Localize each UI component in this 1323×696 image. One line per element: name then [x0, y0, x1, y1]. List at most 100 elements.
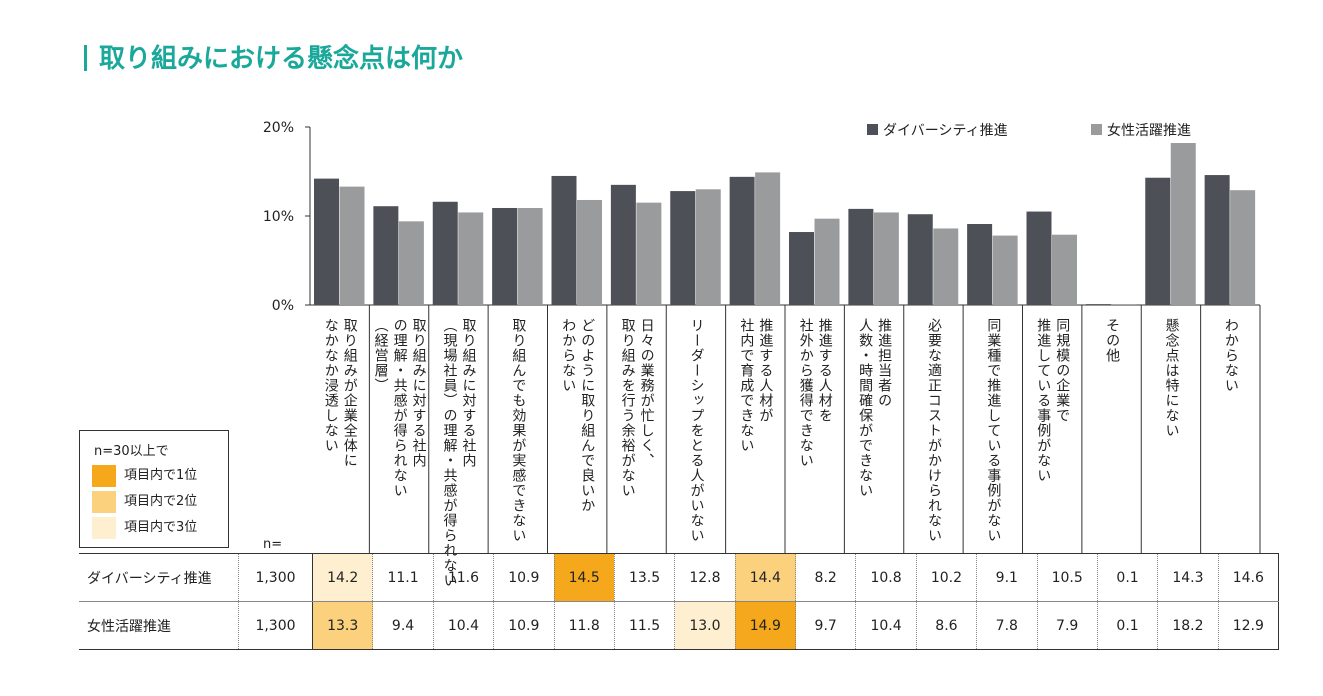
bar	[873, 212, 899, 305]
chart-legend-swatch	[1091, 124, 1102, 135]
value-cell: 10.8	[855, 553, 917, 602]
y-tick-label: 10%	[263, 209, 294, 225]
value-cell: 14.2	[311, 553, 373, 602]
category-label: 懸念点は特にない	[1163, 318, 1180, 438]
bar	[670, 191, 696, 305]
value-cell: 10.4	[855, 601, 917, 650]
value-cell: 14.9	[734, 601, 796, 650]
category-label: どのように取り組んで良いか わからない	[560, 318, 596, 513]
rank2-label: 項目内で2位	[124, 494, 198, 509]
value-cell: 14.6	[1217, 553, 1280, 602]
bar	[314, 178, 339, 305]
category-label: 日々の業務が忙しく、 取り組みを行う余裕がない	[619, 318, 655, 498]
chart-legend-label: ダイバーシティ推進	[883, 123, 1008, 139]
bar	[432, 201, 458, 305]
value-cell: 9.1	[976, 553, 1037, 602]
rank1-swatch	[92, 465, 116, 487]
value-cell: 12.9	[1217, 601, 1280, 650]
row-header: 女性活躍推進	[79, 601, 239, 650]
bar	[814, 218, 840, 305]
value-cell: 14.3	[1157, 553, 1219, 602]
n-cell: 1,300	[238, 553, 313, 602]
bar	[695, 189, 721, 305]
rank1-label: 項目内で1位	[124, 468, 198, 483]
value-cell: 14.4	[734, 553, 796, 602]
category-label: その他	[1104, 318, 1121, 363]
bar	[1204, 175, 1230, 305]
bar	[610, 184, 636, 305]
category-label: 推進する人材が 社内で育成できない	[738, 318, 774, 453]
value-cell: 7.8	[976, 601, 1037, 650]
bar	[1230, 190, 1256, 305]
value-cell: 18.2	[1157, 601, 1219, 650]
bar	[339, 186, 365, 305]
value-cell: 11.6	[432, 553, 494, 602]
bar	[1170, 143, 1196, 305]
bar	[517, 207, 543, 305]
n-label: n=	[263, 537, 283, 552]
rank3-swatch	[92, 517, 116, 539]
value-cell: 13.3	[311, 601, 373, 650]
bar	[636, 202, 662, 305]
title-accent-bar	[84, 45, 87, 71]
rank3-label: 項目内で3位	[124, 520, 198, 535]
value-cell: 10.5	[1036, 553, 1098, 602]
bar	[729, 176, 755, 305]
category-label: 推進する人材を 社外から獲得できない	[797, 318, 833, 468]
y-tick-label: 20%	[263, 120, 294, 136]
bar	[373, 206, 399, 305]
bar	[755, 172, 781, 305]
bar	[789, 232, 814, 305]
value-cell: 10.9	[493, 601, 554, 650]
value-cell: 0.1	[1096, 601, 1158, 650]
category-label: 取り組みに対する社内 の理解・共感が得られない （経営層）	[372, 318, 427, 498]
value-cell: 9.4	[372, 601, 434, 650]
bar	[492, 207, 518, 305]
bar	[551, 175, 577, 305]
value-cell: 7.9	[1036, 601, 1098, 650]
value-cell: 10.4	[432, 601, 494, 650]
bar	[398, 221, 424, 305]
rank-legend: n=30以上で 項目内で1位 項目内で2位 項目内で3位	[79, 430, 229, 548]
y-tick-label: 0%	[272, 298, 294, 314]
category-label: 同規模の企業で 推進している事例がない	[1035, 318, 1071, 483]
value-cell: 9.7	[794, 601, 856, 650]
bar	[1145, 177, 1171, 305]
rank-legend-header: n=30以上で	[94, 444, 169, 459]
rank-legend-item-1: 項目内で1位	[92, 465, 197, 487]
value-cell: 11.8	[553, 601, 615, 650]
n-cell: 1,300	[238, 601, 313, 650]
bar	[1052, 234, 1077, 305]
bar	[907, 214, 933, 305]
bar	[577, 199, 602, 305]
category-label: 同業種で推進している事例がない	[985, 318, 1002, 543]
rank2-swatch	[92, 491, 116, 513]
page-title: 取り組みにおける懸念点は何か	[84, 38, 463, 75]
bar	[933, 228, 959, 305]
category-label: リーダーシップをとる人がいない	[688, 318, 705, 543]
bar	[1085, 304, 1111, 305]
category-label: 取り組みが企業全体に なかなか浸透しない	[322, 318, 358, 468]
value-cell: 10.2	[915, 553, 977, 602]
category-label: 取り組みに対する社内 （現場社員）の理解・共感が得られない	[441, 318, 477, 588]
rank-legend-item-2: 項目内で2位	[92, 491, 197, 513]
data-table: ダイバーシティ推進 1,300 14.2 11.1 11.6 10.9 14.5 13.5 12…	[79, 553, 1280, 650]
row-header: ダイバーシティ推進	[79, 553, 239, 602]
title-text: 取り組みにおける懸念点は何か	[99, 44, 464, 74]
bar	[967, 224, 993, 305]
bar	[1111, 304, 1137, 305]
bar	[458, 212, 484, 305]
value-cell: 12.8	[674, 553, 736, 602]
value-cell: 8.2	[794, 553, 856, 602]
value-cell: 13.0	[674, 601, 736, 650]
value-cell: 10.9	[493, 553, 554, 602]
value-cell: 8.6	[915, 601, 977, 650]
bar	[848, 208, 874, 305]
category-label: 取り組んでも効果が実感できない	[510, 318, 527, 543]
category-label: 必要な適正コストがかけられない	[925, 318, 942, 543]
value-cell: 11.1	[372, 553, 434, 602]
chart-legend-swatch	[867, 124, 878, 135]
rank-legend-item-3: 項目内で3位	[92, 517, 197, 539]
bar	[1026, 211, 1052, 305]
